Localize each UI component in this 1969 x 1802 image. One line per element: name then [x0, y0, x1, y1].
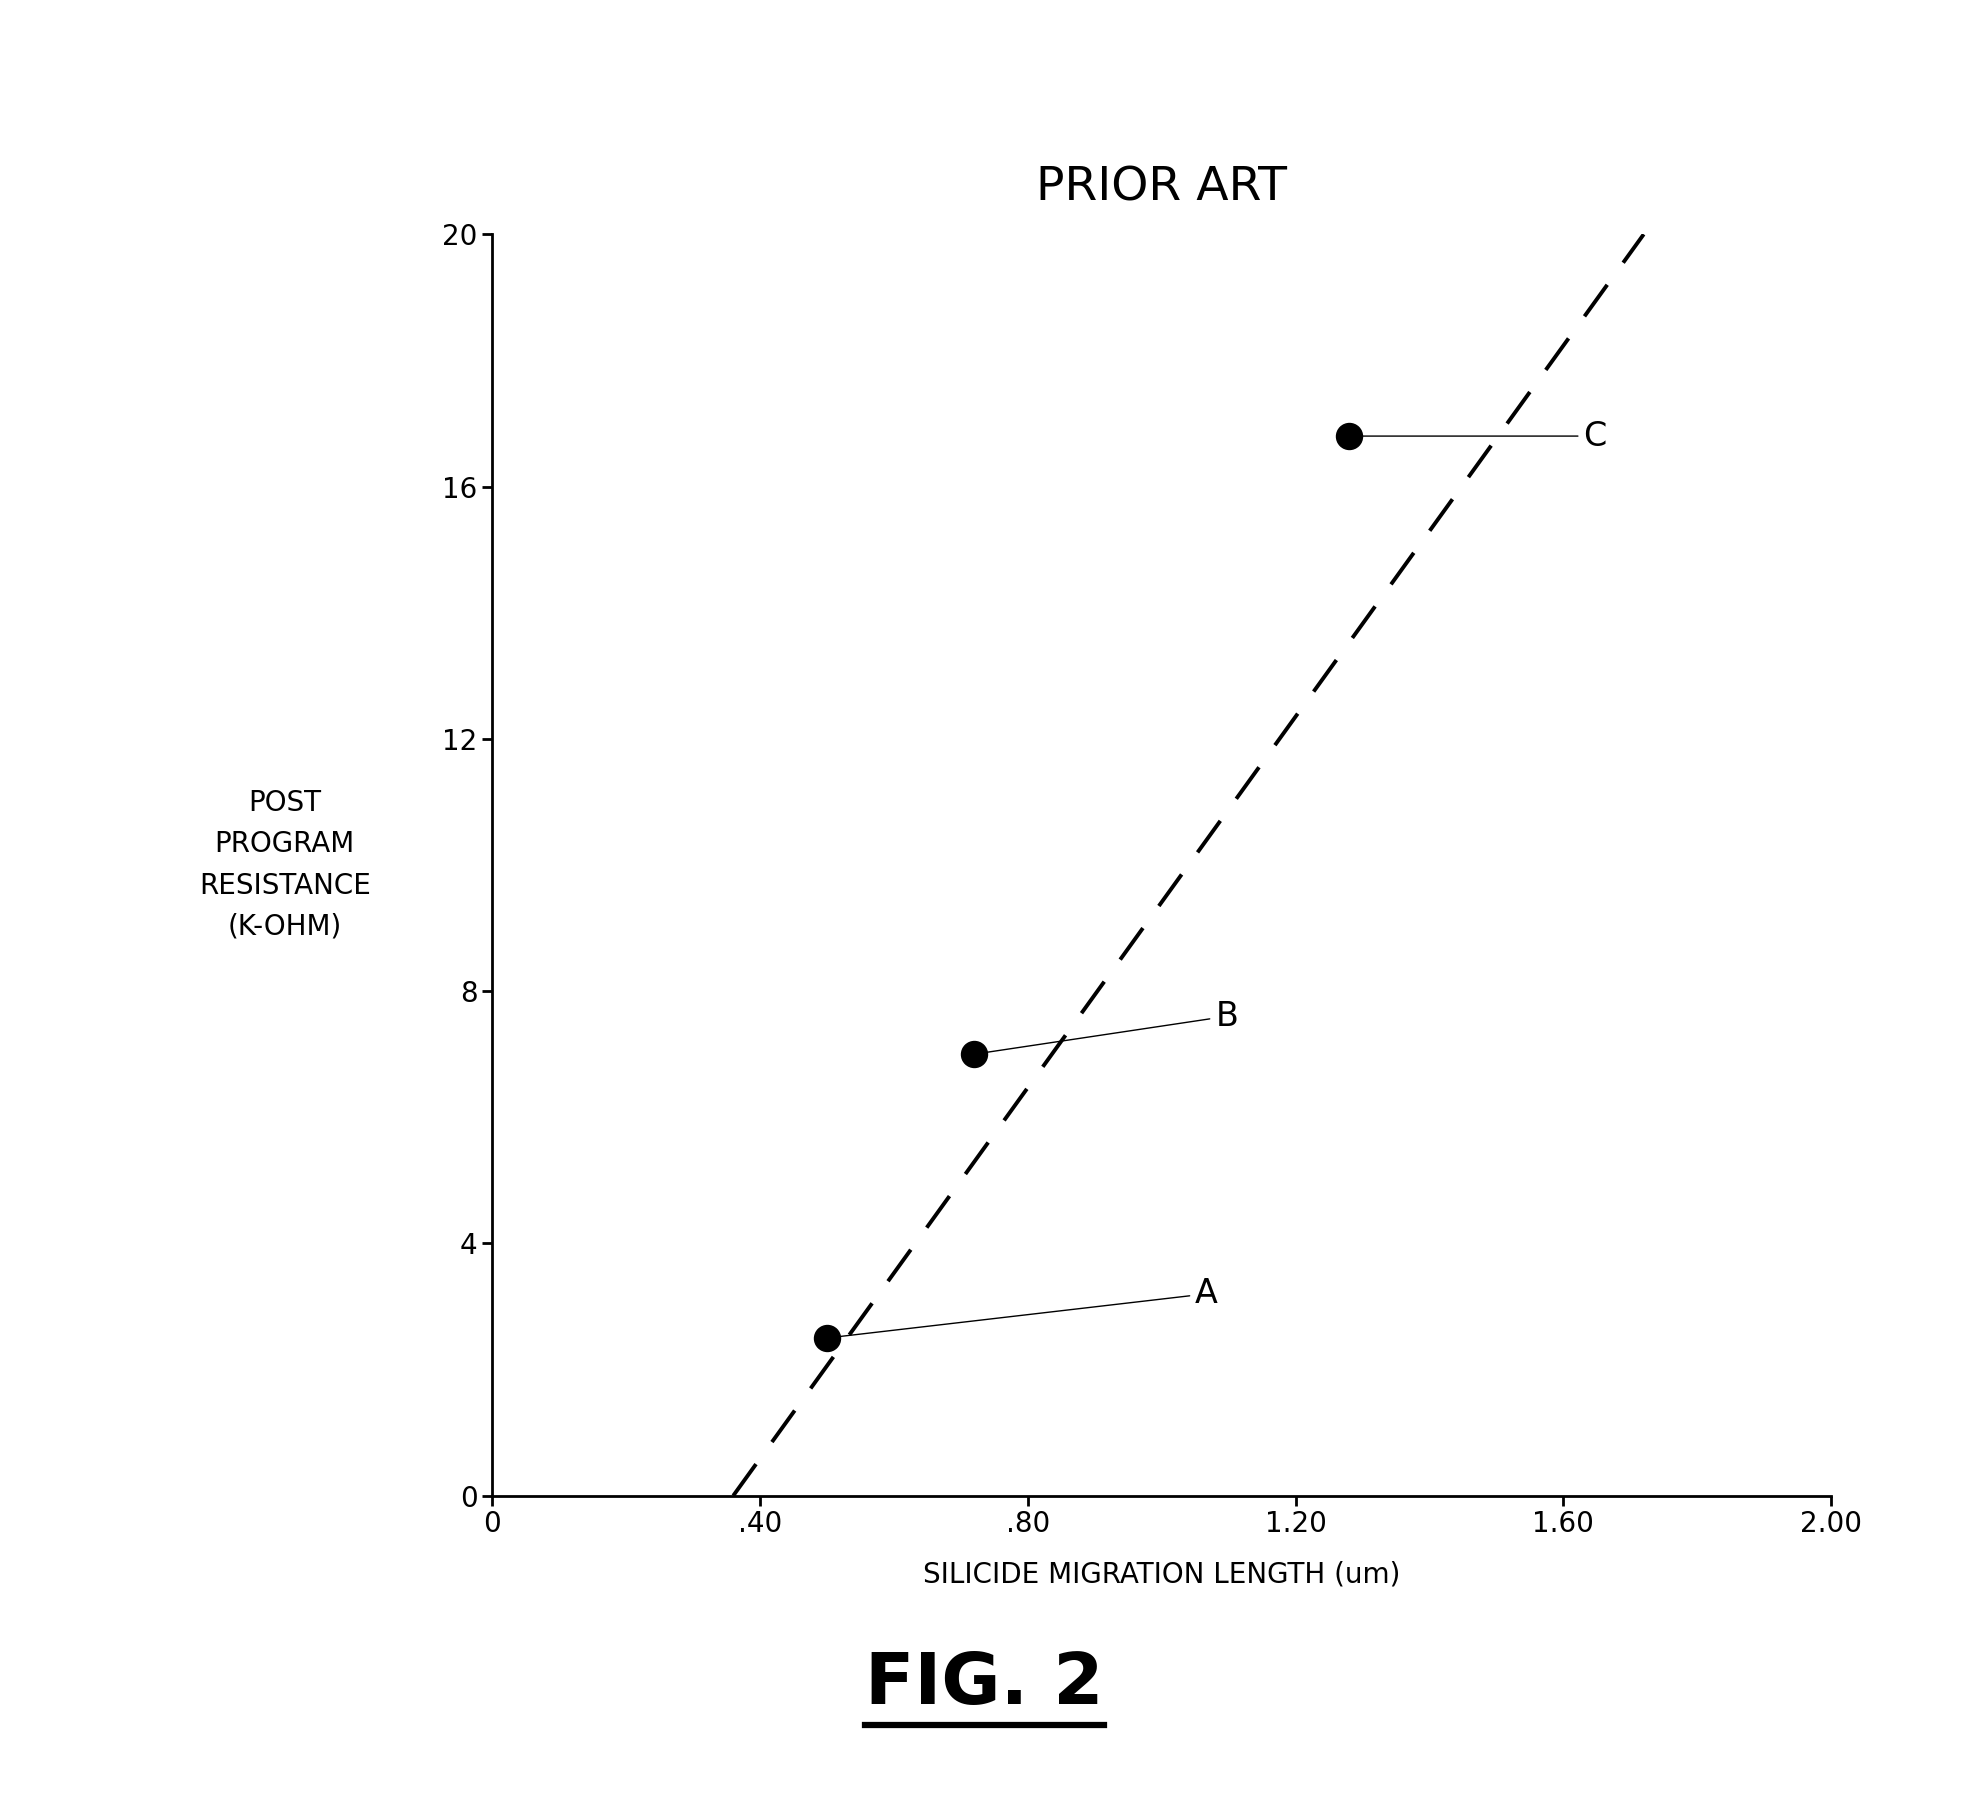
- Point: [811, 1323, 843, 1352]
- X-axis label: SILICIDE MIGRATION LENGTH (um): SILICIDE MIGRATION LENGTH (um): [923, 1561, 1400, 1589]
- Title: PRIOR ART: PRIOR ART: [1036, 166, 1288, 211]
- Text: POST
PROGRAM
RESISTANCE
(K-OHM): POST PROGRAM RESISTANCE (K-OHM): [199, 789, 370, 941]
- Point: [959, 1040, 990, 1069]
- Text: A: A: [831, 1278, 1219, 1341]
- Point: [1333, 422, 1365, 450]
- Text: B: B: [979, 1000, 1239, 1056]
- Text: C: C: [1353, 420, 1607, 452]
- Text: FIG. 2: FIG. 2: [864, 1651, 1105, 1719]
